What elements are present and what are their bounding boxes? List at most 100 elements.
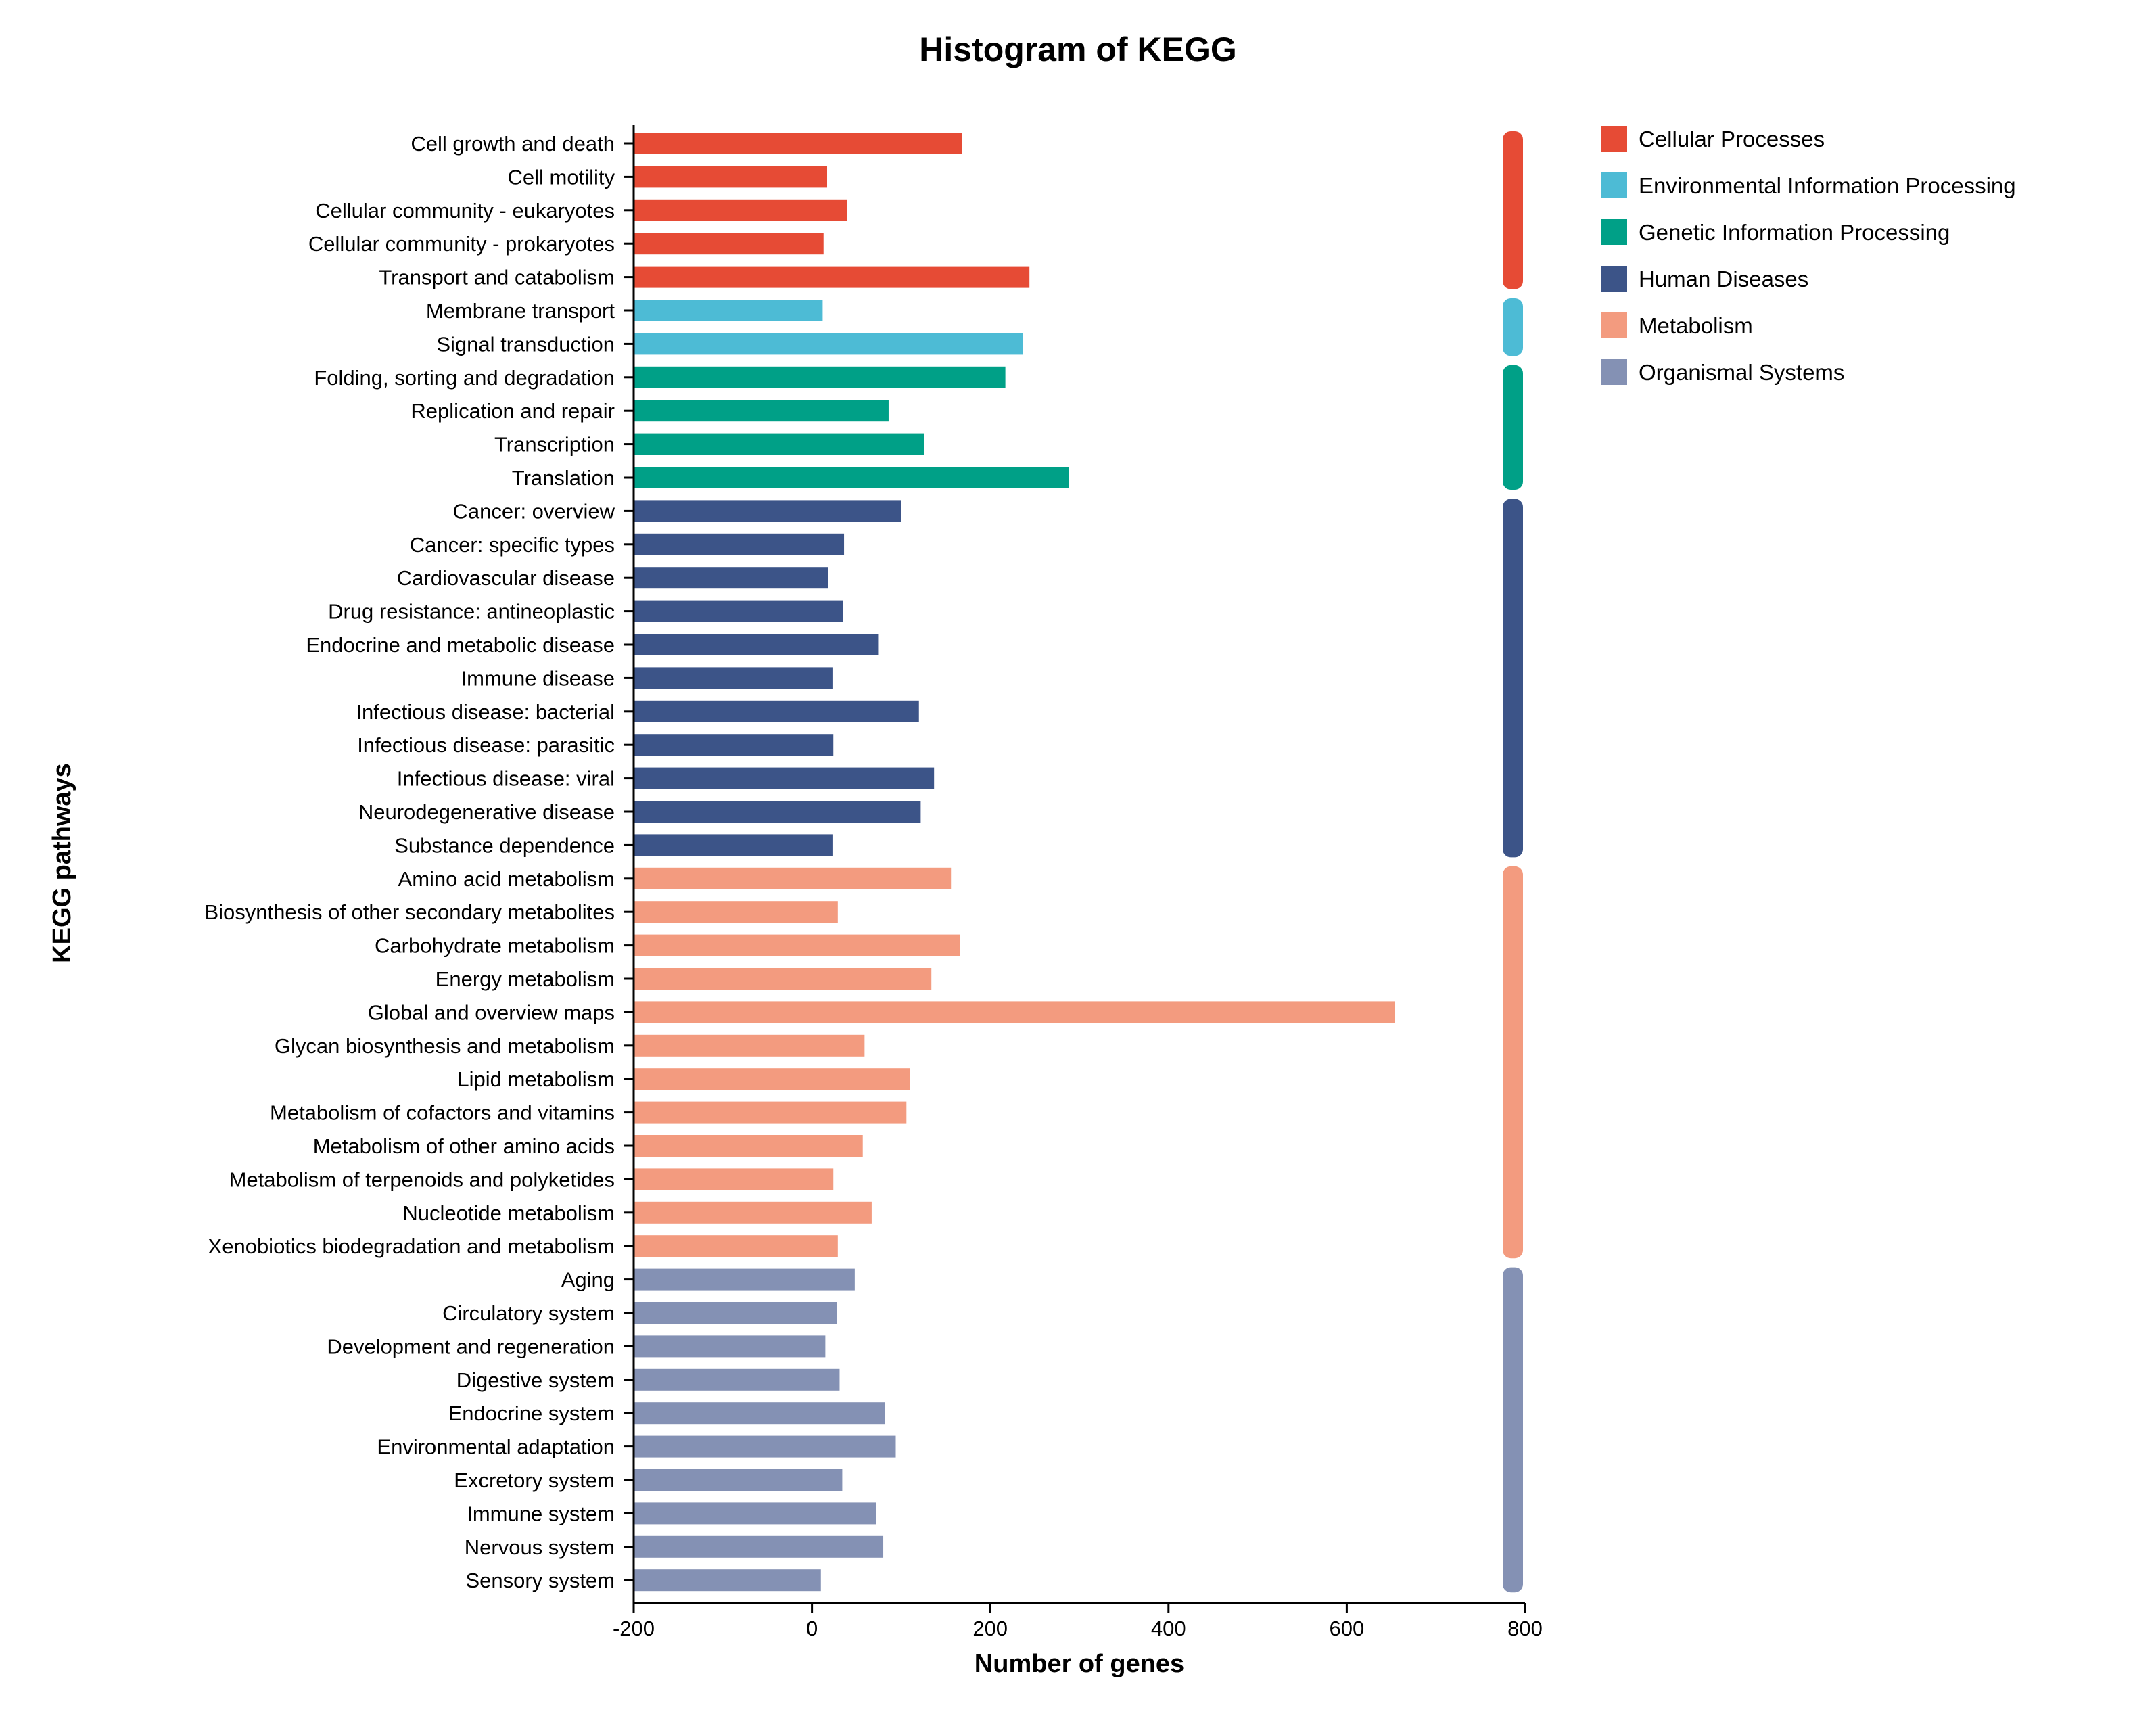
legend-swatch bbox=[1601, 219, 1627, 245]
x-tick-label: 200 bbox=[972, 1617, 1008, 1640]
category-label: Cellular community - prokaryotes bbox=[308, 232, 615, 256]
bar bbox=[634, 767, 935, 789]
bar bbox=[634, 834, 833, 856]
bar bbox=[634, 467, 1069, 488]
bar bbox=[634, 199, 847, 221]
category-label: Metabolism of terpenoids and polyketides bbox=[229, 1167, 615, 1191]
x-tick-label: 600 bbox=[1330, 1617, 1365, 1640]
group-strip bbox=[1503, 499, 1523, 858]
category-label: Transport and catabolism bbox=[379, 266, 615, 289]
category-label: Sensory system bbox=[465, 1569, 615, 1592]
bar bbox=[634, 867, 952, 889]
bar bbox=[634, 1402, 885, 1425]
category-label: Cancer: specific types bbox=[410, 533, 615, 557]
category-label: Circulatory system bbox=[442, 1301, 615, 1325]
group-strip bbox=[1503, 365, 1523, 490]
category-label: Nucleotide metabolism bbox=[402, 1201, 615, 1225]
category-label: Infectious disease: bacterial bbox=[356, 700, 615, 724]
bar bbox=[634, 433, 924, 455]
bar bbox=[634, 133, 962, 154]
bar bbox=[634, 1034, 865, 1057]
bar bbox=[634, 1268, 855, 1291]
legend-label: Metabolism bbox=[1639, 313, 1753, 338]
legend-swatch bbox=[1601, 172, 1627, 198]
x-tick-label: 400 bbox=[1151, 1617, 1186, 1640]
category-label: Cancer: overview bbox=[453, 499, 615, 523]
category-label: Global and overview maps bbox=[368, 1000, 615, 1024]
bar bbox=[634, 734, 834, 756]
chart-title: Histogram of KEGG bbox=[919, 30, 1236, 68]
bar bbox=[634, 1535, 884, 1558]
x-tick-label: -200 bbox=[613, 1617, 655, 1640]
bar bbox=[634, 166, 828, 188]
bar bbox=[634, 1302, 837, 1324]
bar bbox=[634, 1135, 863, 1157]
category-label: Lipid metabolism bbox=[457, 1067, 615, 1091]
bar bbox=[634, 366, 1006, 388]
category-label: Glycan biosynthesis and metabolism bbox=[275, 1034, 615, 1058]
bar bbox=[634, 1335, 826, 1358]
bar bbox=[634, 1469, 843, 1491]
bar bbox=[634, 934, 960, 956]
bar bbox=[634, 1435, 896, 1458]
bar bbox=[634, 1569, 821, 1592]
category-label: Endocrine system bbox=[448, 1402, 615, 1425]
bar bbox=[634, 901, 838, 923]
category-label: Cell motility bbox=[508, 165, 615, 189]
bar bbox=[634, 1201, 872, 1224]
category-label: Cardiovascular disease bbox=[397, 566, 615, 590]
group-strip bbox=[1503, 866, 1523, 1259]
category-label: Metabolism of cofactors and vitamins bbox=[270, 1101, 615, 1125]
category-label: Metabolism of other amino acids bbox=[313, 1134, 615, 1158]
category-label: Immune system bbox=[467, 1502, 615, 1525]
legend-swatch bbox=[1601, 126, 1627, 152]
category-label: Drug resistance: antineoplastic bbox=[328, 600, 615, 624]
x-axis-title: Number of genes bbox=[975, 1650, 1184, 1678]
category-label: Xenobiotics biodegradation and metabolis… bbox=[208, 1234, 615, 1258]
category-label: Signal transduction bbox=[436, 332, 615, 356]
legend-swatch bbox=[1601, 266, 1627, 292]
category-label: Development and regeneration bbox=[327, 1335, 615, 1358]
bar bbox=[634, 1101, 907, 1124]
category-label: Immune disease bbox=[461, 666, 615, 690]
category-label: Folding, sorting and degradation bbox=[314, 366, 615, 390]
x-tick-label: 0 bbox=[806, 1617, 818, 1640]
category-label: Aging bbox=[561, 1268, 615, 1292]
bar bbox=[634, 1502, 876, 1525]
category-label: Biosynthesis of other secondary metaboli… bbox=[204, 900, 615, 924]
group-strip bbox=[1503, 131, 1523, 289]
bar bbox=[634, 300, 823, 321]
bar bbox=[634, 233, 824, 255]
bar bbox=[634, 1235, 838, 1257]
legend-label: Genetic Information Processing bbox=[1639, 220, 1950, 245]
legend-swatch bbox=[1601, 312, 1627, 338]
bar bbox=[634, 500, 901, 522]
bar bbox=[634, 634, 879, 655]
bar bbox=[634, 567, 828, 589]
legend-label: Organismal Systems bbox=[1639, 360, 1844, 385]
category-label: Infectious disease: parasitic bbox=[357, 733, 615, 757]
bar bbox=[634, 700, 919, 722]
legend-label: Cellular Processes bbox=[1639, 126, 1825, 152]
bar bbox=[634, 1168, 834, 1190]
legend-swatch bbox=[1601, 359, 1627, 385]
bars-layer bbox=[634, 133, 1395, 1592]
legend-label: Human Diseases bbox=[1639, 267, 1808, 292]
category-label: Transcription bbox=[494, 433, 615, 457]
category-label: Cell growth and death bbox=[411, 132, 615, 156]
bar bbox=[634, 1368, 840, 1391]
bar bbox=[634, 333, 1023, 355]
x-tick-label: 800 bbox=[1507, 1617, 1543, 1640]
group-strip bbox=[1503, 1267, 1523, 1593]
category-label: Neurodegenerative disease bbox=[358, 800, 615, 824]
category-label: Digestive system bbox=[456, 1368, 615, 1392]
category-label: Nervous system bbox=[465, 1535, 615, 1559]
category-label: Excretory system bbox=[454, 1468, 615, 1492]
bar bbox=[634, 801, 921, 823]
bar bbox=[634, 266, 1030, 288]
bar bbox=[634, 533, 845, 555]
bar bbox=[634, 400, 889, 422]
bar bbox=[634, 667, 833, 689]
category-label: Environmental adaptation bbox=[377, 1435, 615, 1459]
